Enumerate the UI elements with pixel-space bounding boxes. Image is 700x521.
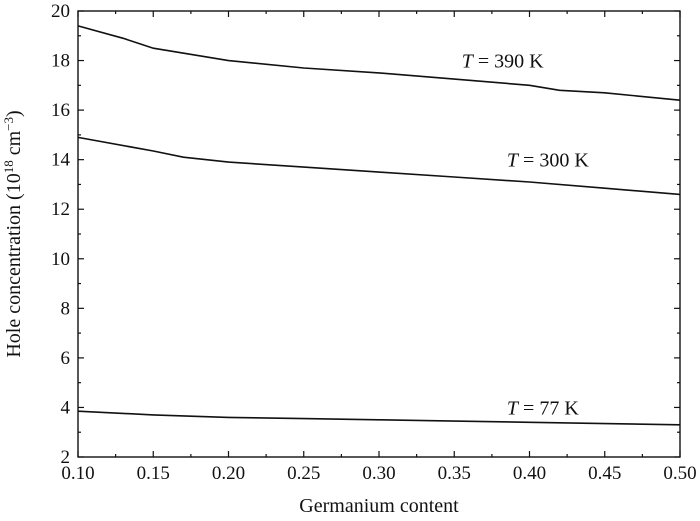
y-tick-label: 10	[51, 249, 70, 270]
x-tick-label: 0.50	[663, 463, 696, 484]
x-tick-label: 0.35	[438, 463, 471, 484]
y-axis-label-end: )	[3, 110, 25, 117]
series-annotation-2: T = 300 K	[507, 150, 589, 172]
y-tick-label: 16	[51, 100, 70, 121]
y-axis-label-main: Hole concentration (10	[3, 173, 25, 357]
annotation-text: = 77 K	[518, 397, 579, 419]
y-axis-label-exp1: 18	[1, 160, 16, 173]
annotation-text: = 390 K	[473, 51, 544, 73]
y-tick-label: 12	[51, 199, 70, 220]
series-line-3	[77, 410, 681, 426]
x-tick-label: 0.10	[61, 463, 94, 484]
y-axis-label-exp2: −3	[1, 117, 16, 131]
plot-frame	[77, 10, 681, 458]
y-axis-label: Hole concentration (1018 cm−3)	[1, 110, 25, 357]
x-tick-label: 0.20	[212, 463, 245, 484]
y-tick-label: 4	[61, 397, 71, 418]
y-tick-label: 18	[51, 51, 70, 72]
x-tick-label: 0.40	[513, 463, 546, 484]
annotation-variable: T	[507, 150, 520, 172]
y-tick-label: 14	[51, 150, 71, 171]
y-tick-label: 6	[61, 348, 71, 369]
y-tick-label: 20	[51, 1, 70, 22]
series-line-2	[77, 136, 681, 196]
series-annotation-3: T = 77 K	[507, 397, 579, 419]
series-line-1	[77, 25, 681, 101]
x-axis-label: Germanium content	[299, 495, 459, 517]
y-axis-label-unit: cm	[3, 130, 25, 160]
annotation-text: = 300 K	[518, 150, 589, 172]
series-annotation-1: T = 390 K	[462, 51, 544, 73]
annotation-variable: T	[462, 51, 475, 73]
x-tick-label: 0.45	[588, 463, 621, 484]
x-tick-label: 0.30	[362, 463, 395, 484]
y-tick-label: 8	[61, 298, 71, 319]
x-tick-label: 0.15	[137, 463, 170, 484]
x-tick-label: 0.25	[287, 463, 320, 484]
y-tick-label: 2	[61, 447, 71, 468]
annotation-variable: T	[507, 397, 520, 419]
